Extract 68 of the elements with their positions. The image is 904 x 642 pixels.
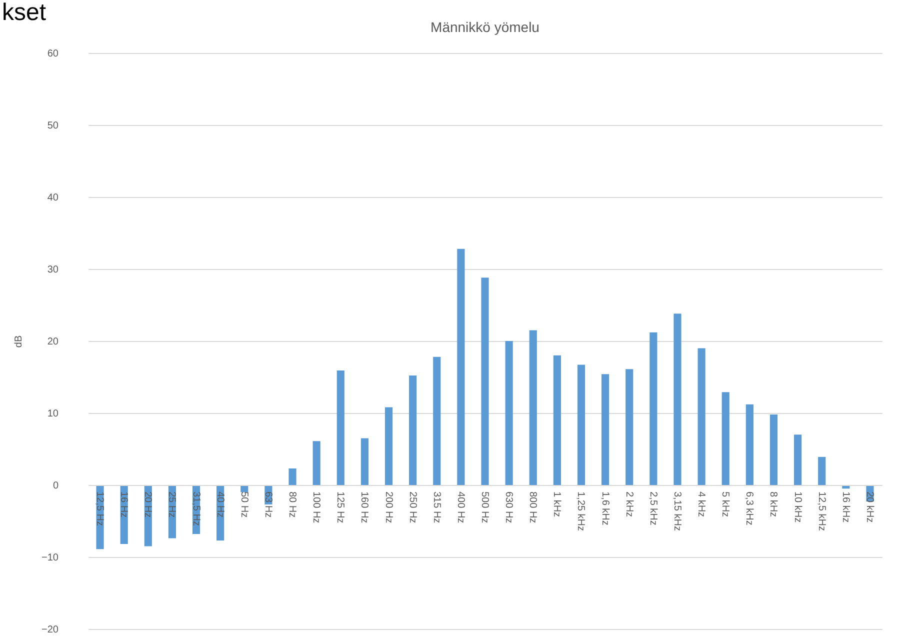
x-tick-label: 40 Hz — [214, 492, 226, 518]
x-tick-label: 16 kHz — [840, 492, 851, 523]
bar — [457, 248, 465, 485]
x-tick-label: 125 Hz — [334, 492, 346, 524]
bar — [529, 330, 537, 485]
text: kset — [2, 0, 46, 26]
y-tick-label: 40 — [47, 192, 59, 204]
bar — [794, 434, 802, 485]
x-tick-label: 6,3 kHz — [744, 492, 755, 526]
x-tick-label: 100 Hz — [310, 492, 322, 524]
x-tick-label: 1 kHz — [551, 492, 562, 518]
x-tick-label: 2 kHz — [623, 492, 634, 518]
x-tick-label: 4 kHz — [696, 492, 707, 518]
x-tick-label: 12,5 Hz — [94, 492, 106, 526]
x-tick-label: 10 kHz — [792, 492, 803, 523]
x-tick-label: 8 kHz — [768, 492, 779, 518]
bar — [360, 438, 368, 485]
x-tick-label: 200 Hz — [382, 492, 394, 524]
x-tick-label: 250 Hz — [406, 492, 418, 524]
x-tick-label: 1,25 kHz — [575, 492, 586, 531]
bar — [384, 407, 393, 485]
y-tick-label: 60 — [47, 48, 59, 60]
bar — [626, 369, 634, 485]
bar — [577, 364, 586, 485]
y-axis-title: dB — [14, 335, 25, 348]
x-tick-label: 31,5 Hz — [190, 492, 202, 526]
bar — [602, 374, 610, 485]
bar — [409, 376, 417, 485]
x-tick-label: 400 Hz — [454, 492, 466, 524]
x-tick-label: 2,5 kHz — [647, 492, 658, 526]
bar — [312, 441, 320, 485]
x-tick-label: 1,6 kHz — [599, 492, 610, 526]
x-tick-label: 50 Hz — [238, 492, 250, 518]
bar — [746, 404, 754, 485]
x-tick-label: 500 Hz — [479, 492, 490, 524]
y-tick-label: 20 — [47, 336, 59, 348]
bar — [553, 355, 561, 485]
x-tick-label: 315 Hz — [430, 492, 442, 524]
x-tick-label: 5 kHz — [720, 492, 731, 518]
bar — [674, 314, 682, 485]
y-tick-label: 0 — [52, 480, 59, 492]
bar — [505, 341, 513, 485]
y-tick-label: −10 — [42, 552, 59, 564]
y-tick-label: 30 — [47, 264, 59, 276]
bar — [698, 348, 706, 485]
x-tick-label: 20 kHz — [864, 492, 875, 523]
x-tick-label: 16 Hz — [118, 492, 130, 518]
bar — [818, 456, 826, 485]
y-tick-label: 50 — [47, 120, 59, 132]
x-tick-label: 63 Hz — [262, 492, 274, 518]
x-tick-label: 3,15 kHz — [671, 492, 682, 531]
x-tick-label: 80 Hz — [286, 492, 298, 518]
bar — [336, 370, 344, 485]
bar — [722, 392, 730, 485]
bar — [481, 278, 489, 485]
x-tick-label: 630 Hz — [503, 492, 514, 524]
x-tick-label: 25 Hz — [166, 492, 178, 518]
bar — [770, 414, 778, 485]
y-tick-label: 10 — [47, 408, 59, 420]
x-tick-label: 12,5 kHz — [816, 492, 827, 531]
x-tick-label: 20 Hz — [142, 492, 154, 518]
bar — [433, 356, 441, 485]
x-tick-label: 800 Hz — [527, 492, 538, 524]
bar — [650, 332, 658, 485]
bar — [288, 468, 296, 485]
x-tick-label: 160 Hz — [358, 492, 370, 524]
y-tick-label: −20 — [42, 624, 59, 636]
chart-title: Männikkö yömelu — [430, 19, 540, 35]
